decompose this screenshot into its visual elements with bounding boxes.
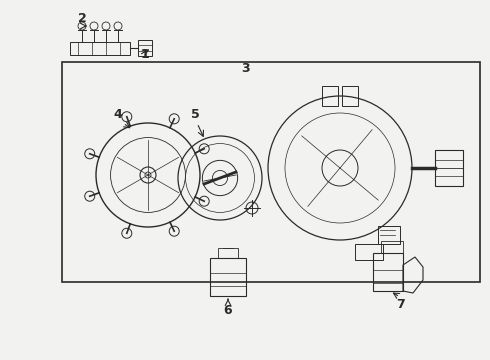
Bar xyxy=(218,248,238,258)
Bar xyxy=(342,86,358,106)
Bar xyxy=(62,62,480,282)
Text: 5: 5 xyxy=(191,108,199,122)
Bar xyxy=(378,226,400,244)
Bar xyxy=(138,40,152,56)
Text: 1: 1 xyxy=(141,49,149,62)
Bar xyxy=(210,258,246,296)
Bar xyxy=(70,42,130,55)
Text: 3: 3 xyxy=(241,62,249,75)
Text: 4: 4 xyxy=(114,108,122,122)
Bar xyxy=(322,86,338,106)
Text: 2: 2 xyxy=(77,12,86,24)
Bar xyxy=(435,150,463,186)
Bar xyxy=(355,244,383,260)
Bar xyxy=(381,241,403,253)
Text: 6: 6 xyxy=(224,303,232,316)
Bar xyxy=(373,253,403,291)
Text: 7: 7 xyxy=(395,298,404,311)
